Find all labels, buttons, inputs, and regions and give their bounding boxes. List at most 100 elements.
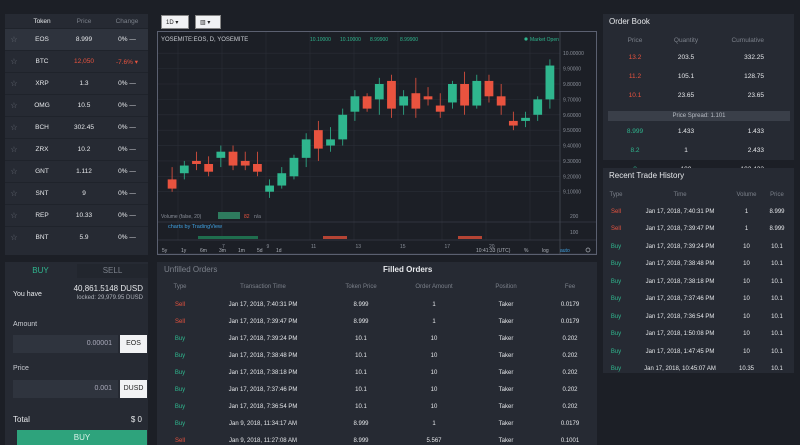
ask-row[interactable]: 11.2 105.1 128.75 bbox=[603, 68, 794, 85]
star-icon[interactable]: ☆ bbox=[10, 233, 18, 242]
token-row[interactable]: ☆ SNT 9 0% — bbox=[5, 182, 148, 204]
chart-type-select[interactable]: ▥ ▾ bbox=[195, 15, 221, 29]
trade-price: 10.1 bbox=[771, 243, 783, 250]
trade-time: Jan 17, 2018, 10:45:07 AM bbox=[644, 366, 716, 372]
order-time: Jan 17, 2018, 7:39:47 PM bbox=[228, 318, 298, 325]
trade-volume: 10 bbox=[743, 278, 750, 285]
x-tick-label: 9 bbox=[267, 244, 270, 250]
candle-body bbox=[240, 160, 250, 166]
star-icon[interactable]: ☆ bbox=[10, 145, 18, 154]
range-button-1y: 1y bbox=[181, 248, 187, 254]
trade-type: Buy bbox=[610, 331, 622, 337]
trade-time: Jan 17, 2018, 7:38:18 PM bbox=[645, 278, 715, 285]
volume-bar bbox=[323, 236, 347, 239]
volume-axis-label: 200 bbox=[570, 214, 579, 220]
star-icon[interactable]: ☆ bbox=[10, 189, 18, 198]
ask-row[interactable]: 10.1 23.65 23.65 bbox=[603, 87, 794, 104]
candle-body bbox=[423, 96, 433, 100]
bid-quantity: 1 bbox=[684, 147, 688, 154]
tab-unfilled-orders[interactable]: Unfilled Orders bbox=[164, 265, 218, 274]
ask-cumulative: 128.75 bbox=[744, 73, 764, 80]
token-change: 0% — bbox=[118, 124, 136, 131]
star-icon[interactable]: ☆ bbox=[10, 101, 18, 110]
price-unit-button[interactable]: DUSD bbox=[120, 380, 147, 398]
candlestick-chart[interactable]: 10.00000 9.90000 9.80000 9.70000 9.60000 9.50… bbox=[158, 32, 596, 254]
order-fee: 0.0179 bbox=[560, 318, 580, 325]
bid-cumulative: 1.433 bbox=[747, 128, 764, 135]
candle-body bbox=[521, 117, 530, 121]
trade-volume: 10 bbox=[743, 313, 750, 320]
header-token: Token bbox=[33, 17, 51, 25]
bid-row[interactable]: 8.2 1 2.433 bbox=[603, 142, 794, 159]
token-row[interactable]: ☆ BNT 5.9 0% — bbox=[5, 226, 148, 248]
star-icon[interactable]: ☆ bbox=[10, 211, 18, 220]
ask-row[interactable]: 13.2 203.5 332.25 bbox=[603, 49, 794, 66]
table-row: Buy Jan 17, 2018, 7:36:54 PM 10.1 10 Taker 0.… bbox=[157, 398, 597, 415]
buy-button[interactable]: BUY bbox=[17, 430, 147, 445]
token-change: 0% — bbox=[118, 102, 136, 109]
order-amount: 10 bbox=[430, 403, 438, 410]
bid-row[interactable]: 8.999 1.433 1.433 bbox=[603, 123, 794, 140]
trade-volume: 10.35 bbox=[738, 366, 754, 372]
order-type: Buy bbox=[174, 403, 186, 410]
table-row: Sell Jan 17, 2018, 7:39:47 PM 8.999 1 Taker 0… bbox=[157, 313, 597, 330]
star-icon[interactable]: ☆ bbox=[10, 35, 18, 44]
trade-price: 8.999 bbox=[769, 208, 785, 215]
token-symbol: BTC bbox=[35, 58, 49, 65]
order-price: 10.1 bbox=[355, 403, 367, 410]
token-row[interactable]: ☆ EOS 8.999 0% — bbox=[5, 28, 148, 50]
token-row[interactable]: ☆ REP 10.33 0% — bbox=[5, 204, 148, 226]
y-tick-label: 9.20000 bbox=[563, 174, 581, 180]
token-row[interactable]: ☆ OMG 10.5 0% — bbox=[5, 94, 148, 116]
you-have-label: You have bbox=[13, 291, 42, 298]
trade-time: Jan 17, 2018, 1:47:45 PM bbox=[645, 348, 715, 355]
order-type: Buy bbox=[174, 369, 186, 376]
trade-time: Jan 17, 2018, 7:39:24 PM bbox=[645, 243, 715, 250]
trade-history-title: Recent Trade History bbox=[609, 171, 685, 180]
token-row[interactable]: ☆ GNT 1.112 0% — bbox=[5, 160, 148, 182]
trade-time: Jan 17, 2018, 7:38:48 PM bbox=[645, 261, 715, 267]
token-symbol: OMG bbox=[34, 102, 50, 109]
balance-value: 40,861.5148 DUSD bbox=[73, 284, 143, 293]
candles-icon: ▥ bbox=[200, 20, 206, 26]
ask-price: 13.2 bbox=[628, 54, 642, 61]
order-fee: 0.202 bbox=[562, 403, 578, 410]
ask-quantity: 203.5 bbox=[677, 54, 695, 61]
token-row[interactable]: ☆ XRP 1.3 0% — bbox=[5, 72, 148, 94]
ohlc-value: 10.10000 bbox=[340, 37, 361, 43]
candle-body bbox=[204, 164, 214, 172]
order-book-header: Price Quantity Cumulative bbox=[603, 32, 794, 49]
star-icon[interactable]: ☆ bbox=[10, 123, 18, 132]
token-price: 8.999 bbox=[75, 36, 93, 43]
amount-unit-button[interactable]: EOS bbox=[120, 335, 147, 353]
amount-input[interactable]: 0.00001 bbox=[13, 335, 118, 353]
price-chart[interactable]: 10.00000 9.90000 9.80000 9.70000 9.60000 9.50… bbox=[157, 31, 597, 255]
price-input[interactable]: 0.001 bbox=[13, 380, 118, 398]
range-button-6m: 6m bbox=[200, 248, 207, 254]
order-type: Sell bbox=[174, 318, 185, 325]
order-fee: 0.202 bbox=[562, 386, 578, 393]
tab-sell[interactable]: SELL bbox=[77, 264, 148, 278]
order-type: Sell bbox=[174, 301, 185, 308]
token-row[interactable]: ☆ ZRX 10.2 0% — bbox=[5, 138, 148, 160]
order-book-title: Order Book bbox=[609, 17, 650, 26]
trade-price: 10.1 bbox=[771, 296, 783, 302]
star-icon[interactable]: ☆ bbox=[10, 57, 18, 66]
order-amount: 1 bbox=[432, 301, 436, 308]
candle-body bbox=[435, 105, 445, 112]
tab-filled-orders[interactable]: Filled Orders bbox=[383, 265, 433, 274]
tab-buy[interactable]: BUY bbox=[32, 266, 49, 275]
order-fee: 0.202 bbox=[562, 335, 578, 342]
order-amount: 10 bbox=[430, 352, 438, 359]
token-row[interactable]: ☆ BCH 302.45 0% — bbox=[5, 116, 148, 138]
star-icon[interactable]: ☆ bbox=[10, 167, 18, 176]
list-item: Buy Jan 17, 2018, 1:47:45 PM 10 10.1 bbox=[603, 343, 794, 360]
interval-select[interactable]: 1D ▾ bbox=[161, 15, 189, 29]
star-icon[interactable]: ☆ bbox=[10, 79, 18, 88]
token-row[interactable]: ☆ BTC 12,050 -7.6% ▾ bbox=[5, 50, 148, 72]
trade-volume: 10 bbox=[743, 261, 750, 267]
chart-clock: 10:41:33 (UTC) bbox=[476, 248, 511, 254]
order-position: Taker bbox=[498, 420, 514, 427]
col-price: Token Price bbox=[345, 283, 377, 290]
trade-price: 10.1 bbox=[771, 313, 783, 320]
